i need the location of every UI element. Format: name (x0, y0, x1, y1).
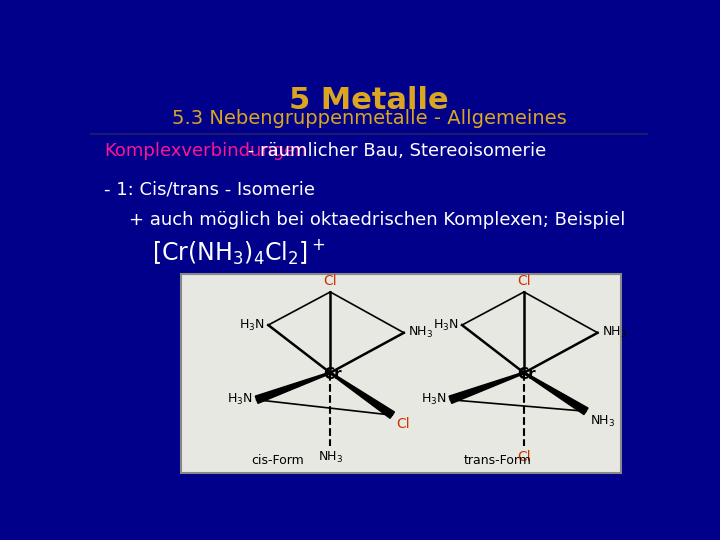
Text: NH$_3$: NH$_3$ (408, 325, 433, 340)
Polygon shape (256, 372, 330, 403)
Text: trans-Form: trans-Form (464, 454, 532, 467)
Text: H$_3$N: H$_3$N (239, 318, 264, 333)
Text: H$_3$N: H$_3$N (433, 318, 458, 333)
Text: Cl: Cl (396, 417, 410, 431)
Text: NH$_3$: NH$_3$ (318, 450, 343, 465)
Text: Cr: Cr (323, 367, 342, 382)
FancyBboxPatch shape (181, 274, 621, 473)
Text: 5.3 Nebengruppenmetalle - Allgemeines: 5.3 Nebengruppenmetalle - Allgemeines (171, 110, 567, 129)
Text: - 1: Cis/trans - Isomerie: - 1: Cis/trans - Isomerie (104, 180, 315, 198)
Text: Cl: Cl (323, 274, 337, 288)
Text: cis-Form: cis-Form (252, 454, 305, 467)
Text: Cl: Cl (517, 274, 531, 288)
Polygon shape (449, 372, 524, 403)
Text: Cl: Cl (517, 450, 531, 464)
Text: NH$_3$: NH$_3$ (590, 414, 615, 429)
Text: Komplexverbindungen: Komplexverbindungen (104, 142, 307, 160)
Text: H$_3$N: H$_3$N (228, 392, 253, 407)
Text: NH$_3$: NH$_3$ (601, 325, 626, 340)
Text: - räumlicher Bau, Stereoisomerie: - räumlicher Bau, Stereoisomerie (242, 142, 546, 160)
Text: + auch möglich bei oktaedrischen Komplexen; Beispiel: + auch möglich bei oktaedrischen Komplex… (129, 211, 625, 229)
Text: $\mathregular{[Cr(NH_3)_4Cl_2]^+}$: $\mathregular{[Cr(NH_3)_4Cl_2]^+}$ (152, 238, 325, 267)
Text: 5 Metalle: 5 Metalle (289, 86, 449, 116)
Text: H$_3$N: H$_3$N (421, 392, 446, 407)
Text: Cr: Cr (517, 367, 536, 382)
Polygon shape (330, 372, 395, 418)
Polygon shape (523, 372, 588, 415)
